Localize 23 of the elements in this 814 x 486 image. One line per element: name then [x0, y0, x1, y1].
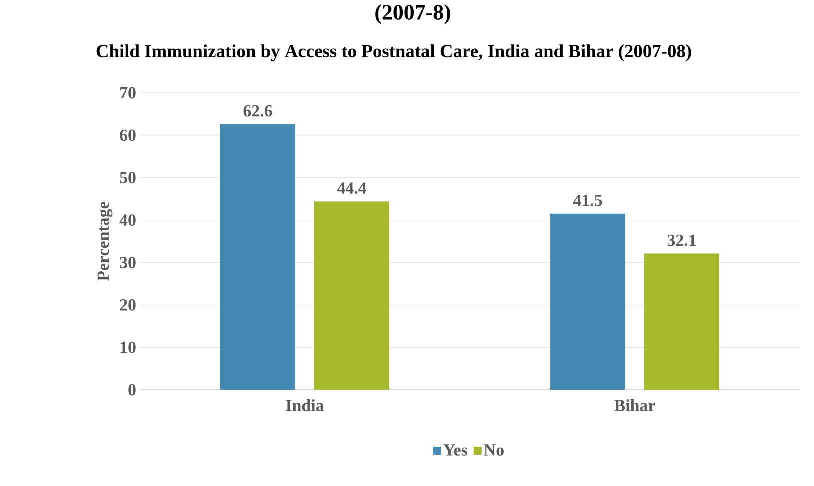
- x-tick-label: India: [286, 400, 324, 412]
- bar: [644, 254, 720, 390]
- y-tick-label: 30: [120, 256, 136, 268]
- y-tick-label: 40: [120, 214, 136, 226]
- text: (2007-8): [376, 4, 450, 24]
- y-tick-label: 60: [120, 130, 136, 142]
- legend-label: No: [484, 444, 504, 456]
- y-axis-title: Percentage: [98, 202, 113, 282]
- data-label: 32.1: [668, 234, 696, 246]
- data-label: 44.4: [337, 182, 367, 194]
- y-tick-label: 0: [128, 384, 136, 396]
- y-tick-label: 50: [120, 172, 136, 184]
- data-label: 62.6: [244, 105, 272, 117]
- x-tick-label: Bihar: [614, 400, 656, 412]
- bar: [550, 214, 626, 390]
- y-tick-label: 20: [120, 299, 136, 311]
- bar: [220, 124, 296, 390]
- data-label: 41.5: [573, 194, 602, 206]
- legend-label: Yes: [444, 444, 468, 456]
- y-tick-label: 70: [120, 87, 136, 99]
- chart-title: Child Immunization by Access to Postnatal Care, India and Bihar (2007-08): [96, 44, 692, 62]
- y-tick-label: 10: [120, 342, 136, 354]
- bar: [314, 202, 390, 390]
